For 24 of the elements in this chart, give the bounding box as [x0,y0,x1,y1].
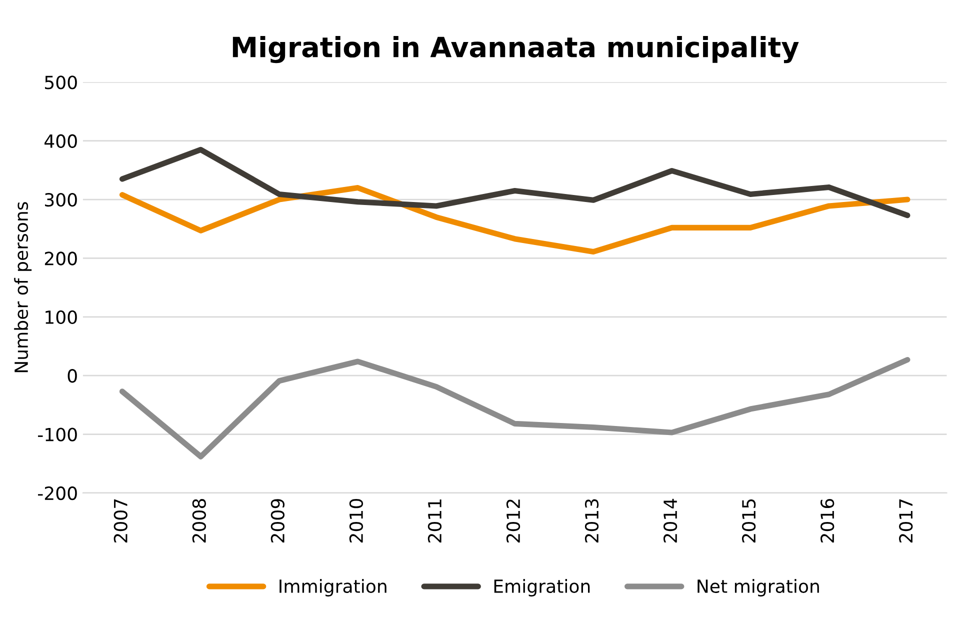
y-tick-label: 0 [68,369,77,383]
x-tick-label: 2016 [820,498,834,542]
x-tick-label: 2009 [270,499,285,542]
legend-label: Emigration [494,579,590,597]
x-tick-label: 2010 [349,499,364,542]
x-tick-label: 2017 [899,499,913,542]
y-tick-label: 300 [45,192,77,207]
chart-title: Migration in Avannaata municipality [232,36,799,64]
x-tick-label: 2011 [428,499,442,542]
y-tick-label: 400 [44,134,77,148]
y-tick-label: 200 [44,252,77,266]
x-tick-label: 2007 [114,499,128,542]
x-tick-label: 2013 [584,499,599,542]
y-axis-title: Number of persons [14,202,32,372]
y-tick-label: 500 [45,76,77,90]
y-tick-label: 100 [46,310,77,324]
x-tick-label: 2014 [663,498,678,542]
legend-label: Net migration [698,579,819,597]
y-tick-label: -200 [38,486,77,500]
x-tick-label: 2008 [192,499,206,542]
x-tick-label: 2015 [742,499,756,542]
legend-label: Immigration [280,579,386,597]
x-tick-label: 2012 [506,500,520,542]
y-tick-label: -100 [38,428,77,442]
